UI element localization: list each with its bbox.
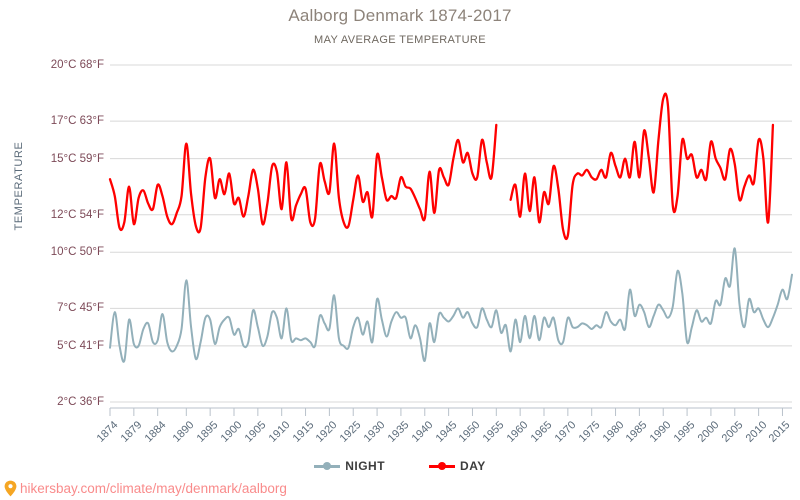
legend-label-day: DAY [460, 459, 486, 473]
series-line-day [108, 123, 498, 234]
legend-label-night: NIGHT [345, 459, 386, 473]
series-line-night [109, 247, 793, 363]
series-line-day [509, 92, 775, 241]
source-footer[interactable]: hikersbay.com/climate/may/denmark/aalbor… [4, 480, 287, 500]
y-axis-tick-label: 7°C 45°F [57, 302, 104, 315]
chart-legend: NIGHT DAY [0, 459, 800, 473]
y-axis-tick-label: 12°C 54°F [50, 208, 104, 221]
legend-item-night[interactable]: NIGHT [314, 459, 385, 473]
legend-item-day[interactable]: DAY [429, 459, 486, 473]
source-url[interactable]: hikersbay.com/climate/may/denmark/aalbor… [20, 481, 287, 496]
y-axis-tick-label: 5°C 41°F [57, 339, 104, 352]
y-axis-ticks: 20°C 68°F 17°C 63°F 15°C 59°F 12°C 54°F 10°C… [12, 0, 104, 500]
y-axis-tick-label: 15°C 59°F [50, 152, 104, 165]
y-axis-tick-label: 2°C 36°F [57, 396, 104, 408]
chart-subtitle: MAY AVERAGE TEMPERATURE [314, 34, 486, 46]
page-title: Aalborg Denmark 1874-2017 [288, 6, 512, 25]
y-axis-tick-label: 17°C 63°F [50, 115, 104, 128]
y-axis-tick-label: 10°C 50°F [50, 246, 104, 259]
legend-marker-day [429, 460, 456, 472]
legend-marker-night [314, 460, 341, 472]
y-axis-tick-label: 20°C 68°F [50, 59, 104, 71]
map-pin-icon [4, 480, 17, 497]
